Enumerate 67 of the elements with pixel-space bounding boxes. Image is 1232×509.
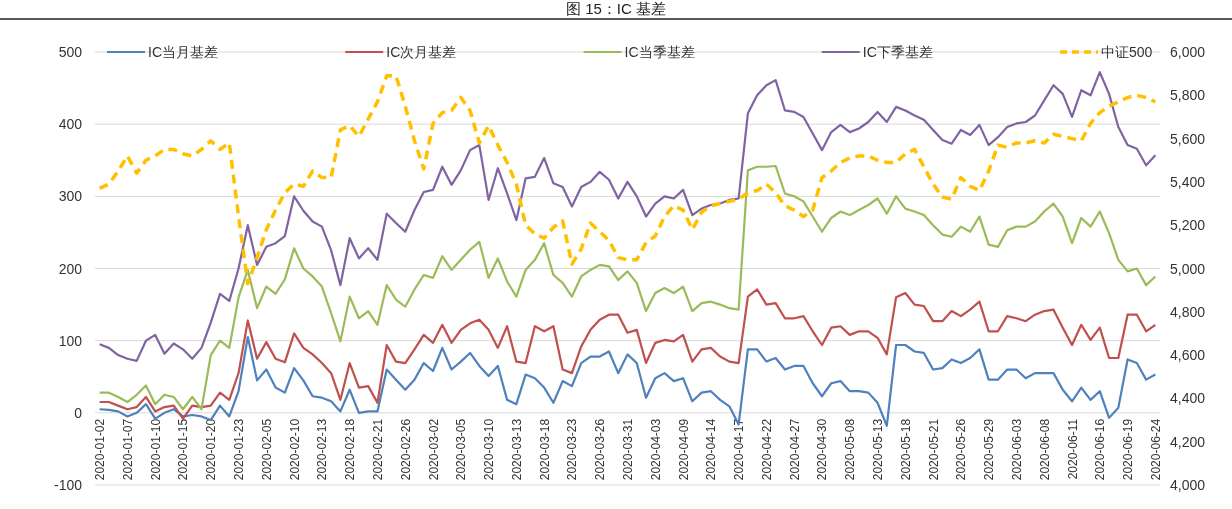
x-tick-label: 2020-01-23 [232,418,247,481]
x-tick-label: 2020-04-14 [704,418,719,481]
y2-tick-label: 4,800 [1170,303,1206,320]
y-tick-label: 400 [58,116,83,133]
y-tick-label: 100 [58,332,83,349]
y2-tick-label: 6,000 [1170,44,1206,60]
x-tick-label: 2020-04-22 [759,418,774,481]
y2-tick-label: 4,600 [1170,347,1206,364]
x-tick-label: 2020-01-15 [176,418,191,481]
x-tick-label: 2020-05-29 [982,418,997,481]
x-tick-label: 2020-01-02 [93,418,108,481]
line-series [98,288,1157,420]
x-tick-label: 2020-04-09 [676,418,691,481]
x-tick-label: 2020-02-13 [315,418,330,481]
x-tick-label: 2020-02-26 [398,418,413,481]
x-tick-label: 2020-05-26 [954,418,969,481]
x-tick-label: 2020-05-13 [871,418,886,481]
y2-tick-label: 5,600 [1170,130,1206,147]
x-tick-label: 2020-01-10 [148,418,163,481]
x-tick-label: 2020-01-20 [204,418,219,481]
line-series [97,74,1158,286]
x-tick-label: 2020-03-02 [426,418,441,481]
y2-tick-label: 5,200 [1170,217,1206,234]
x-tick-label: 2020-06-24 [1148,418,1163,481]
x-tick-label: 2020-05-18 [898,418,913,481]
x-tick-label: 2020-01-07 [120,418,135,481]
x-tick-label: 2020-02-10 [287,418,302,481]
x-tick-label: 2020-06-11 [1065,418,1080,480]
x-tick-label: 2020-03-05 [454,418,469,481]
y-tick-label: 300 [58,188,83,205]
line-series [98,164,1157,411]
y2-tick-label: 4,200 [1170,433,1206,450]
y2-tick-label: 5,000 [1170,260,1206,277]
x-tick-label: 2020-04-27 [787,418,802,481]
y2-tick-label: 4,400 [1170,390,1206,407]
x-tick-label: 2020-02-18 [343,418,358,481]
y-tick-label: 200 [58,260,83,277]
x-tick-label: 2020-03-26 [593,418,608,481]
x-tick-label: 2020-06-16 [1093,418,1108,481]
x-tick-label: 2020-03-10 [482,418,497,481]
y-tick-label: 500 [58,44,83,60]
x-tick-label: 2020-06-19 [1121,418,1136,481]
x-tick-label: 2020-03-13 [509,418,524,481]
legend-label: 中证500 [1101,44,1153,60]
x-tick-label: 2020-04-03 [648,418,663,481]
x-tick-label: 2020-06-08 [1037,418,1052,481]
y2-tick-label: 5,400 [1170,173,1206,190]
chart-title: 图 15：IC 基差 [565,0,667,17]
x-tick-label: 2020-03-23 [565,418,580,481]
y2-tick-label: 5,800 [1170,87,1206,104]
x-tick-label: 2020-05-08 [843,418,858,481]
x-tick-label: 2020-06-03 [1009,418,1024,481]
legend-label: IC下季基差 [862,44,933,60]
y2-tick-label: 4,000 [1170,477,1206,493]
line-series [98,71,1157,362]
x-tick-label: 2020-03-18 [537,418,552,481]
y-tick-label: -100 [53,477,83,493]
x-tick-label: 2020-04-17 [732,418,747,481]
x-tick-label: 2020-03-31 [621,418,635,481]
x-tick-label: 2020-04-30 [815,418,830,481]
y-tick-label: 0 [74,404,83,421]
legend-label: IC当月基差 [148,44,218,60]
x-tick-label: 2020-02-21 [370,418,385,481]
x-tick-label: 2020-02-05 [259,418,274,481]
legend-label: IC当季基差 [624,44,695,60]
legend-label: IC次月基差 [386,44,457,60]
x-tick-label: 2020-05-21 [926,418,941,481]
